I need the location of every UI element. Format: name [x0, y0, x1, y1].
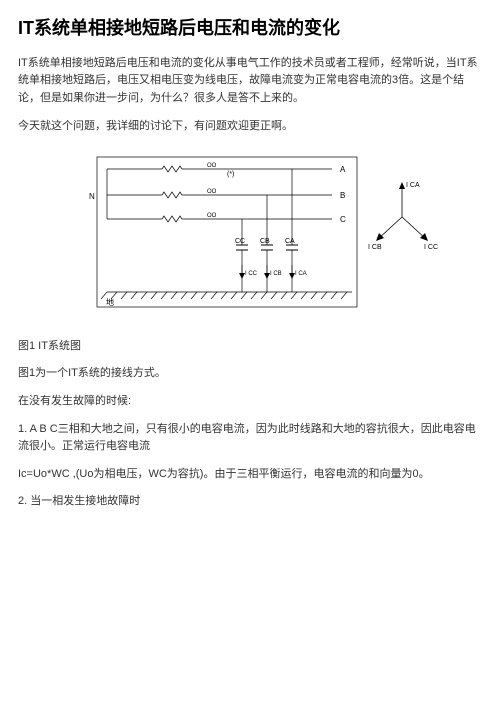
page-title: IT系统单相接地短路后电压和电流的变化 [18, 14, 486, 43]
icc-label: I CC [245, 271, 258, 277]
phase-a-label: A [340, 165, 346, 174]
ica-label: I CA [295, 271, 307, 277]
resistor-c-label: OO [207, 213, 217, 219]
it-system-diagram: N A OO (*) B OO C OO CC I CC [52, 147, 452, 317]
vec-icc-label: I CC [424, 244, 438, 251]
phase-b-label: B [340, 191, 345, 200]
paragraph-6: Ic=Uo*WC ,(Uo为相电压，WC为容抗)。由于三相平衡运行，电容电流的和… [18, 466, 486, 484]
paragraph-4: 在没有发生故障的时候: [18, 393, 486, 411]
vector-diagram: I CA I CB I CC [368, 182, 438, 251]
resistor-a-label: OO [207, 163, 217, 169]
cap-ca-label: CA [285, 238, 295, 245]
resistor-b-label: OO [207, 189, 217, 195]
paragraph-3: 图1为一个IT系统的接线方式。 [18, 365, 486, 383]
figure-1: N A OO (*) B OO C OO CC I CC [18, 147, 486, 324]
cap-cc-label: CC [235, 238, 245, 245]
discussion-paragraph: 今天就这个问题，我详细的讨论下，有问题欢迎更正啊。 [18, 118, 486, 136]
icb-label: I CB [270, 271, 282, 277]
paragraph-7: 2. 当一相发生接地故障时 [18, 493, 486, 511]
intro-paragraph: IT系统单相接地短路后电压和电流的变化从事电气工作的技术员或者工程师，经常听说，… [18, 55, 486, 108]
phase-c-label: C [340, 215, 346, 224]
vec-icb-label: I CB [368, 244, 382, 251]
vec-ica-label: I CA [406, 182, 420, 189]
ground-label: 地 [106, 297, 114, 307]
figure-caption: 图1 IT系统图 [18, 338, 486, 356]
cap-cb-label: CB [260, 238, 270, 245]
svg-text:(*): (*) [227, 171, 234, 178]
ground-hatch [101, 292, 347, 299]
paragraph-5: 1. A B C三相和大地之间，只有很小的电容电流，因为此时线路和大地的容抗很大… [18, 421, 486, 456]
neutral-label: N [89, 192, 95, 201]
